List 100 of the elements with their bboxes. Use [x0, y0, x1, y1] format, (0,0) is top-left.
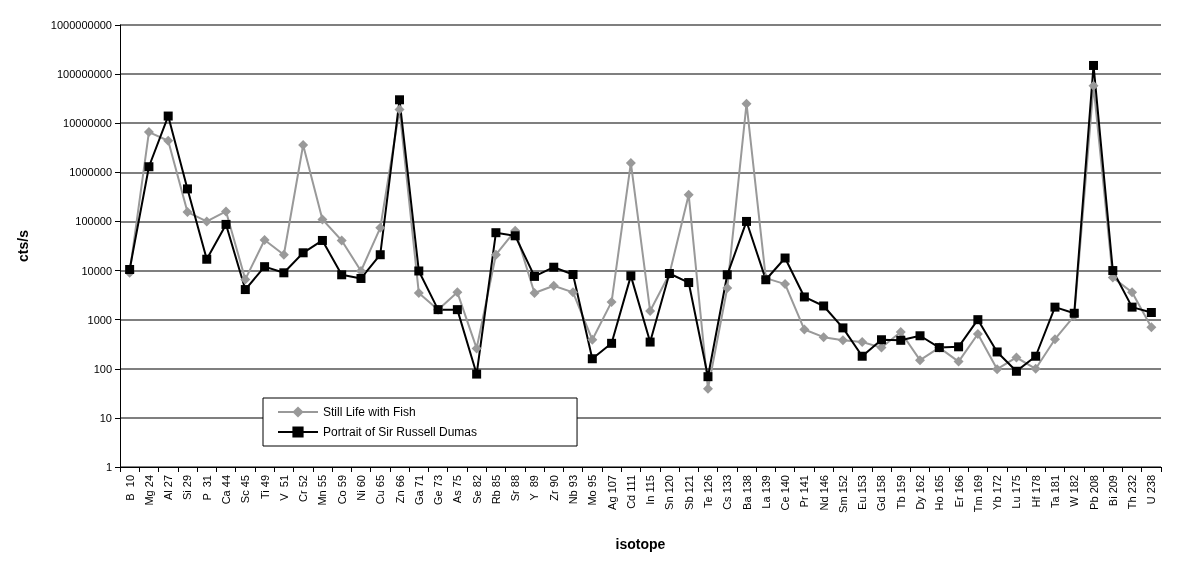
point [1049, 334, 1060, 345]
x-tick-label: U 238 [1145, 475, 1158, 505]
point [606, 296, 617, 307]
x-tick-label: Si 29 [181, 475, 194, 501]
x-tick-label: Zn 66 [393, 475, 406, 504]
point [472, 369, 482, 379]
point [741, 98, 752, 109]
point [587, 334, 598, 345]
x-tick-label: Nb 93 [567, 475, 580, 505]
y-tick-label: 1 [105, 461, 112, 473]
point [1127, 287, 1138, 298]
x-tick-label: Tb 159 [894, 475, 907, 510]
point [221, 206, 232, 217]
point [607, 338, 617, 348]
x-tick-label: Pr 141 [798, 475, 811, 508]
x-tick-label: Hf 178 [1029, 475, 1042, 508]
x-tick-label: Lu 175 [1010, 475, 1023, 509]
point [1050, 302, 1060, 312]
point [1108, 266, 1118, 276]
point [780, 253, 790, 263]
x-tick-label: Ho 165 [933, 475, 946, 511]
point [1146, 307, 1156, 317]
point [395, 95, 405, 105]
point [1146, 322, 1157, 333]
x-tick-label: Ba 138 [740, 475, 753, 510]
point [857, 351, 867, 361]
x-tick-label: Gd 158 [875, 475, 888, 512]
x-tick-label: La 139 [759, 475, 772, 509]
x-tick-label: Te 126 [701, 475, 714, 509]
x-tick-label: W 182 [1068, 475, 1081, 507]
point [317, 214, 328, 225]
point [780, 279, 791, 290]
point [337, 270, 347, 280]
point [1088, 80, 1099, 91]
point [490, 249, 501, 260]
x-tick-label: Cs 133 [721, 475, 734, 510]
point [202, 254, 212, 264]
y-tick-label: 10000000 [63, 117, 112, 130]
point [182, 184, 192, 194]
y-tick-label: 100000 [75, 215, 112, 228]
x-tick-label: Sn 120 [663, 475, 676, 510]
point [683, 189, 694, 200]
x-tick-label: Er 166 [952, 475, 965, 508]
x-tick-label: Al 27 [162, 475, 175, 501]
x-tick-label: Tm 169 [971, 475, 984, 513]
point [799, 324, 810, 335]
y-tick-label: 1000000 [69, 166, 112, 179]
y-tick-label: 1000 [87, 313, 112, 326]
x-tick-label: Sr 88 [509, 475, 522, 502]
point [684, 278, 694, 288]
point [452, 305, 462, 315]
point [260, 262, 270, 272]
point [375, 222, 386, 233]
x-tick-label: V 51 [277, 475, 290, 501]
point [143, 127, 154, 138]
point [201, 216, 212, 227]
point [915, 331, 925, 341]
legend-label: Portrait of Sir Russell Dumas [323, 425, 478, 439]
point [703, 372, 713, 382]
point [491, 228, 501, 238]
point [163, 111, 173, 121]
x-tick-label: Ga 71 [412, 475, 425, 505]
x-tick-label: In 115 [644, 475, 657, 505]
point [645, 337, 655, 347]
x-tick-label: Mg 24 [142, 475, 155, 506]
x-tick-label: Sb 121 [682, 475, 695, 510]
point [973, 315, 983, 325]
point [818, 332, 829, 343]
point [722, 270, 732, 280]
point [625, 157, 636, 168]
x-tick-label: Dy 162 [914, 475, 927, 510]
point [317, 235, 327, 245]
x-tick-label: Nd 146 [817, 475, 830, 511]
point [857, 337, 868, 348]
point [992, 364, 1003, 375]
point [1089, 60, 1099, 70]
x-tick-label: Sm 152 [836, 475, 849, 513]
y-tick-label: 10000 [81, 264, 112, 277]
x-tick-label: Sc 45 [239, 475, 252, 504]
point [742, 216, 752, 226]
point [471, 343, 482, 354]
point [568, 287, 579, 298]
x-tick-label: Ta 181 [1048, 475, 1061, 509]
point [452, 287, 463, 298]
point [259, 234, 270, 245]
point [240, 285, 250, 295]
point [394, 104, 405, 115]
x-tick-label: Bi 209 [1106, 475, 1119, 507]
point [278, 249, 289, 260]
point [529, 287, 540, 298]
point [413, 287, 424, 298]
y-tick-label: 1000000000 [50, 19, 112, 31]
y-tick-label: 10 [99, 411, 112, 424]
x-tick-label: Cd 111 [624, 475, 637, 509]
x-tick-label: Pb 208 [1087, 475, 1100, 510]
y-tick-label: 100 [93, 362, 112, 375]
point [837, 335, 848, 346]
x-tick-label: P 31 [200, 475, 213, 501]
point [414, 266, 424, 276]
point [1127, 302, 1137, 312]
